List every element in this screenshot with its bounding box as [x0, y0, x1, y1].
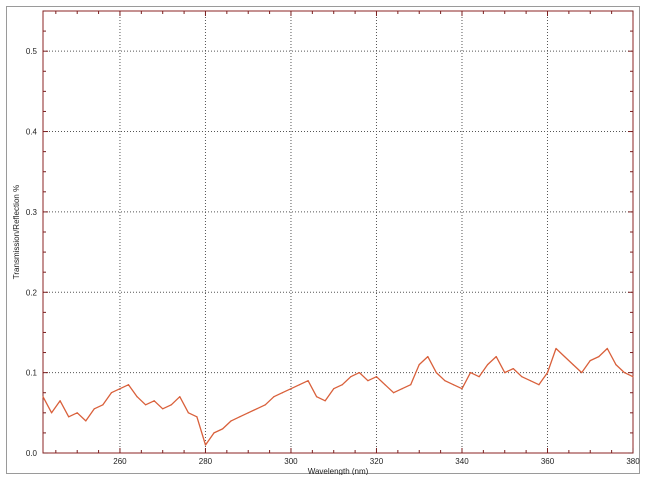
data-point: [546, 372, 549, 374]
data-point: [572, 364, 574, 366]
x-axis-title: Wavelength (nm): [308, 467, 369, 475]
data-point: [247, 412, 249, 414]
data-point: [401, 388, 403, 390]
y-tick-label: 0.0: [26, 449, 38, 458]
data-point: [529, 380, 531, 382]
series-layer: [42, 347, 634, 446]
data-point: [76, 412, 78, 414]
data-point: [589, 359, 591, 362]
data-point: [59, 400, 61, 402]
x-tick-labels: 260 280 300 320 340 360 380: [113, 457, 640, 466]
x-tick-label: 280: [199, 457, 213, 466]
data-point: [598, 355, 600, 358]
data-point: [495, 355, 497, 358]
data-point: [136, 396, 138, 398]
data-point: [153, 400, 155, 402]
data-point: [93, 408, 95, 410]
data-point: [264, 404, 266, 406]
data-point: [410, 384, 412, 386]
grid: [43, 11, 634, 453]
data-point: [427, 355, 429, 358]
data-point: [521, 376, 523, 378]
y-tick-label: 0.2: [26, 288, 38, 297]
data-point: [444, 380, 446, 382]
data-point: [384, 384, 386, 386]
data-point: [452, 384, 455, 386]
data-point: [42, 396, 44, 398]
data-point: [213, 432, 215, 434]
data-point: [204, 444, 207, 446]
data-point: [538, 384, 540, 386]
data-point: [170, 404, 172, 406]
data-point: [512, 368, 514, 370]
data-point: [290, 388, 292, 390]
x-tick-label: 260: [113, 457, 127, 466]
data-point: [581, 372, 583, 374]
data-point: [333, 388, 335, 390]
series-line: [42, 347, 634, 446]
data-point: [469, 372, 472, 374]
data-point: [127, 384, 130, 386]
data-point: [487, 364, 489, 366]
data-point: [555, 347, 557, 350]
y-tick-label: 0.3: [26, 208, 38, 217]
x-tick-label: 300: [284, 457, 298, 466]
data-point: [367, 380, 369, 382]
data-point: [307, 380, 309, 382]
data-point: [375, 376, 378, 378]
data-point: [435, 372, 437, 374]
y-tick-label: 0.1: [26, 369, 38, 378]
line-chart: 260 280 300 320 340 360 380 0.0 0.1 0.2 0.3 0.4 0.5…: [12, 10, 640, 475]
data-point: [102, 404, 104, 406]
y-tick-label: 0.4: [26, 128, 38, 137]
data-point: [350, 376, 352, 378]
data-point: [145, 404, 147, 406]
data-point: [50, 412, 53, 414]
data-point: [85, 420, 87, 422]
data-point: [162, 408, 164, 410]
data-point: [615, 364, 617, 366]
x-tick-label: 320: [370, 457, 384, 466]
data-point: [504, 372, 506, 374]
data-point: [68, 416, 70, 418]
data-point: [119, 388, 121, 390]
data-point: [341, 384, 343, 386]
data-point: [563, 355, 566, 358]
data-point: [316, 396, 318, 398]
data-point: [392, 392, 395, 394]
data-point: [358, 372, 360, 374]
data-point: [179, 396, 181, 398]
x-tick-label: 360: [541, 457, 555, 466]
data-point: [273, 396, 275, 398]
data-point: [196, 416, 198, 418]
data-point: [281, 392, 284, 394]
x-tick-label: 340: [455, 457, 469, 466]
data-point: [478, 376, 480, 378]
data-point: [606, 347, 608, 350]
y-tick-labels: 0.0 0.1 0.2 0.3 0.4 0.5: [26, 47, 38, 458]
data-point: [256, 408, 258, 410]
data-point: [221, 428, 224, 430]
data-point: [298, 384, 301, 386]
data-point: [110, 392, 113, 394]
minor-ticks: [43, 10, 634, 454]
y-tick-label: 0.5: [26, 47, 38, 56]
data-point: [324, 400, 326, 402]
data-point: [418, 364, 420, 366]
data-point: [623, 372, 626, 374]
data-point: [187, 412, 189, 414]
y-axis-title: Transmission/Reflection %: [12, 185, 21, 279]
data-point: [239, 416, 241, 418]
data-point: [230, 420, 232, 422]
x-tick-label: 380: [626, 457, 640, 466]
data-point: [632, 376, 634, 378]
chart-frame: 260 280 300 320 340 360 380 0.0 0.1 0.2 0.3 0.4 0.5…: [6, 6, 640, 475]
data-point: [461, 388, 463, 390]
